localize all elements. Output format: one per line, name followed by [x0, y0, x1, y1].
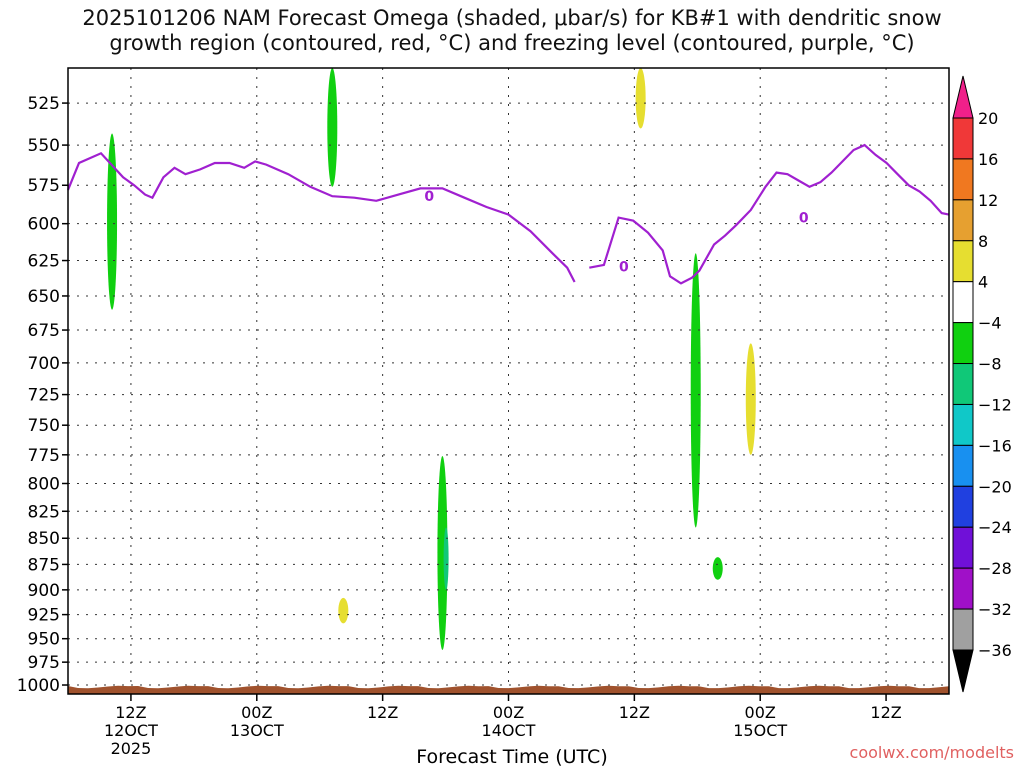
chart-title: 2025101206 NAM Forecast Omega (shaded, μ…	[82, 6, 942, 55]
colorbar-label-0: 20	[978, 109, 998, 128]
colorbar-label-8: −16	[978, 436, 1012, 455]
freezing-level-label-2: 0	[799, 211, 809, 227]
y-tick-label-525: 525	[28, 94, 60, 114]
y-axis: 525 550 575 600 625 650 675 700 725 750 775 800 825 8…	[17, 94, 68, 696]
colorbar: 20 16 12 8 4 −4 −8 −12 −16 −20 −24 −28 −32 −36	[952, 75, 1012, 693]
colorbar-label-13: −36	[978, 641, 1012, 660]
y-tick-label-775: 775	[28, 446, 60, 466]
colorbar-label-6: −8	[978, 355, 1002, 374]
freezing-level-layer: 0 0 0	[66, 143, 950, 285]
x-tick-label-4-0: 12Z	[619, 703, 650, 722]
freezing-level-label-1: 0	[619, 259, 629, 275]
x-tick-label-0-1: 12OCT	[104, 721, 158, 740]
y-tick-label-800: 800	[28, 474, 60, 494]
colorbar-box-3	[952, 240, 974, 283]
x-tick-label-5-1: 15OCT	[733, 721, 787, 740]
colorbar-label-3: 8	[978, 232, 988, 251]
x-axis-label: Forecast Time (UTC)	[416, 746, 608, 768]
y-tick-label-850: 850	[28, 529, 60, 549]
colorbar-box-5	[952, 322, 974, 365]
colorbar-box-0	[952, 117, 974, 160]
y-tick-label-900: 900	[28, 581, 60, 601]
colorbar-label-2: 12	[978, 191, 998, 210]
omega-blob-2	[635, 68, 646, 129]
y-tick-label-675: 675	[28, 321, 60, 341]
colorbar-box-4	[952, 281, 974, 324]
y-tick-label-550: 550	[28, 136, 60, 156]
colorbar-min-arrow	[952, 649, 974, 693]
y-tick-label-625: 625	[28, 252, 60, 272]
terrain-layer	[68, 682, 949, 694]
omega-blob-0	[107, 133, 118, 310]
y-tick-label-575: 575	[28, 176, 60, 196]
freezing-level-label-0: 0	[424, 189, 434, 205]
colorbar-box-12	[952, 608, 974, 651]
omega-shading	[107, 68, 756, 651]
credit-link[interactable]: coolwx.com/modelts	[849, 743, 1014, 762]
colorbar-label-5: −4	[978, 314, 1002, 333]
colorbar-box-6	[952, 363, 974, 405]
y-tick-label-700: 700	[28, 354, 60, 374]
colorbar-box-8	[952, 444, 974, 487]
x-tick-label-3-0: 00Z	[493, 703, 524, 722]
x-tick-label-0-2: 2025	[111, 739, 152, 758]
colorbar-label-11: −28	[978, 559, 1012, 578]
omega-blob-8	[745, 343, 756, 455]
y-tick-label-875: 875	[28, 555, 60, 575]
x-tick-label-0-0: 12Z	[115, 703, 146, 722]
x-tick-label-1-1: 13OCT	[230, 721, 284, 740]
x-tick-label-1-0: 00Z	[241, 703, 272, 722]
y-tick-label-825: 825	[28, 502, 60, 522]
colorbar-box-9	[952, 485, 974, 528]
colorbar-label-7: −12	[978, 395, 1012, 414]
colorbar-label-1: 16	[978, 150, 998, 169]
x-tick-label-6-0: 12Z	[870, 703, 901, 722]
colorbar-label-10: −24	[978, 518, 1012, 537]
colorbar-box-1	[952, 158, 974, 201]
terrain-fill	[68, 682, 949, 694]
omega-blob-7	[712, 557, 723, 580]
y-tick-label-725: 725	[28, 386, 60, 406]
y-tick-label-975: 975	[28, 653, 60, 673]
colorbar-box-10	[952, 526, 974, 569]
omega-blob-1	[327, 68, 338, 187]
x-tick-label-2-0: 12Z	[367, 703, 398, 722]
omega-blob-5	[338, 597, 349, 624]
colorbar-box-2	[952, 199, 974, 242]
y-tick-label-750: 750	[28, 416, 60, 436]
omega-blob-3	[437, 455, 448, 651]
colorbar-box-7	[952, 403, 974, 446]
colorbar-max-arrow	[952, 75, 974, 119]
x-tick-label-5-0: 00Z	[745, 703, 776, 722]
freezing-level-line-2	[589, 143, 950, 285]
colorbar-label-9: −20	[978, 477, 1012, 496]
freezing-level-line-1	[66, 151, 576, 283]
colorbar-label-4: 4	[978, 273, 988, 292]
y-tick-label-600: 600	[28, 215, 60, 235]
omega-blob-4	[443, 527, 449, 590]
y-tick-label-650: 650	[28, 287, 60, 307]
x-tick-label-3-1: 14OCT	[482, 721, 536, 740]
omega-blob-6	[690, 253, 701, 528]
y-tick-label-1000: 1000	[17, 676, 60, 696]
y-tick-label-950: 950	[28, 630, 60, 650]
colorbar-box-11	[952, 567, 974, 610]
grid-lines	[68, 68, 949, 694]
y-tick-label-925: 925	[28, 606, 60, 626]
colorbar-label-12: −32	[978, 600, 1012, 619]
